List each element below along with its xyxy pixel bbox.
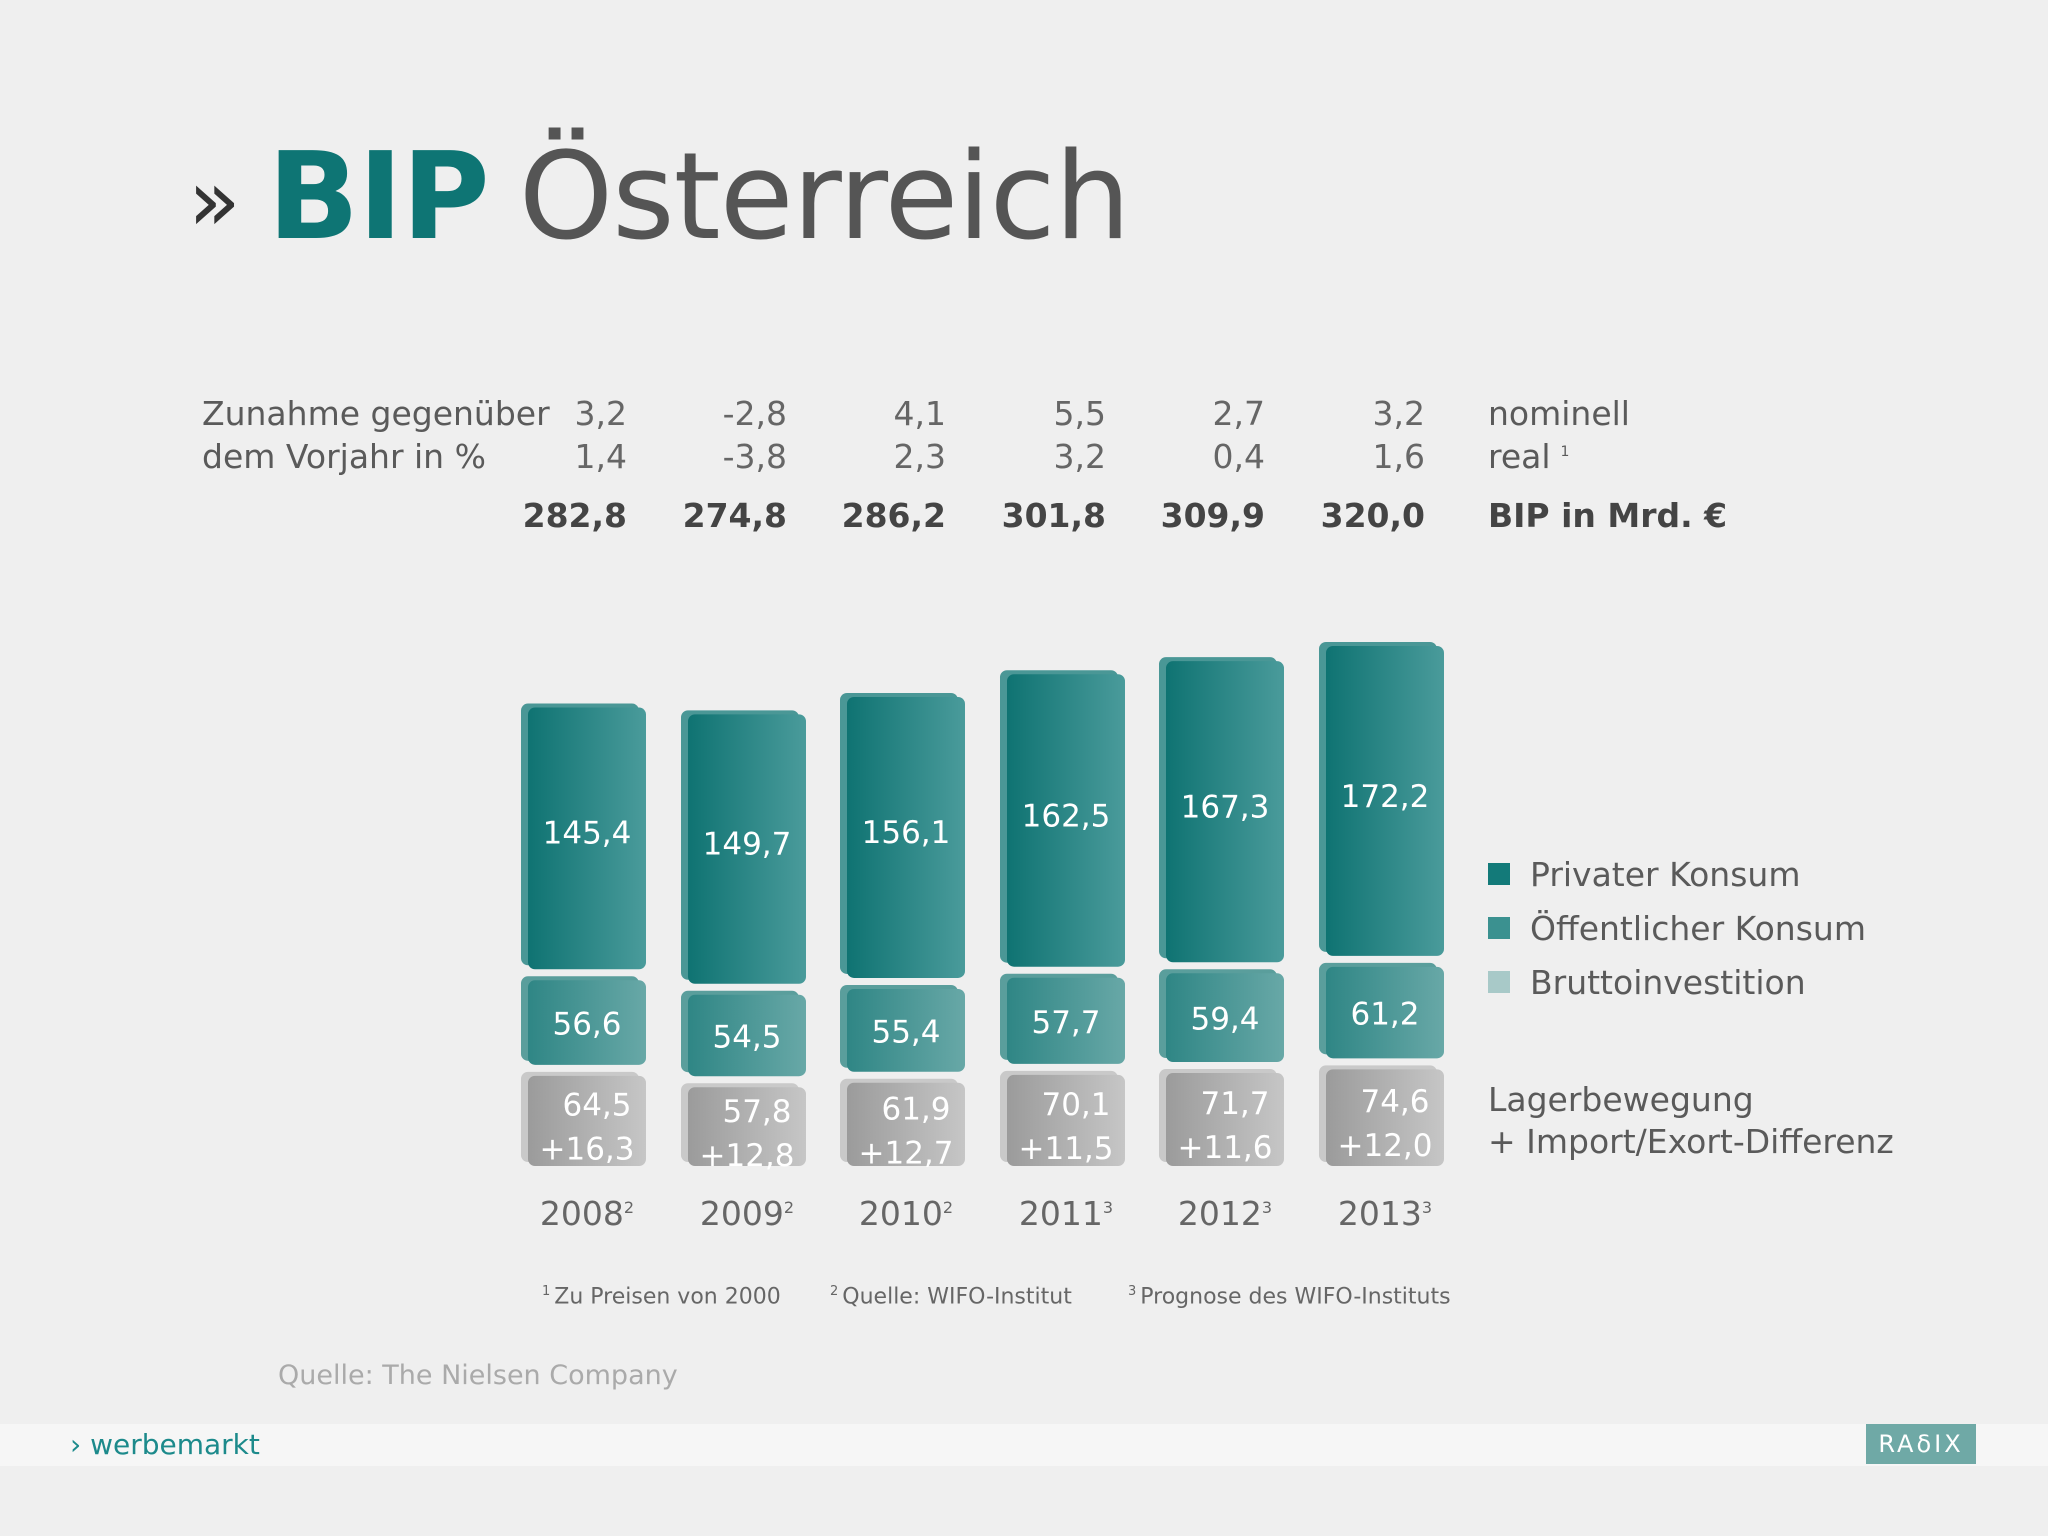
bar-privat-2013 bbox=[1326, 645, 1444, 956]
title-main: BIP bbox=[267, 128, 490, 267]
real-growth-2009: -3,8 bbox=[722, 437, 787, 476]
title-chevron: » bbox=[188, 151, 241, 251]
label-privat-2010: 156,1 bbox=[862, 815, 951, 851]
year-label-2013: 20133 bbox=[1337, 1194, 1433, 1233]
bar-brutto-2012 bbox=[1166, 1073, 1284, 1166]
year-label-2009: 20092 bbox=[699, 1194, 795, 1233]
bip-total-2009: 274,8 bbox=[682, 496, 787, 535]
nominal-growth-2008: 3,2 bbox=[574, 394, 627, 433]
footnote-3: 3 Prognose des WIFO-Instituts bbox=[1128, 1284, 1451, 1310]
bar-oeffentlich-2011 bbox=[1007, 977, 1125, 1064]
bip-total-2011: 301,8 bbox=[1001, 496, 1106, 535]
footnote-2: 2 Quelle: WIFO-Institut bbox=[830, 1284, 1072, 1310]
legend-label-brutto: Bruttoinvestition bbox=[1530, 962, 1806, 1002]
bar-brutto-2009 bbox=[688, 1087, 806, 1166]
label-lager-2008: +16,3 bbox=[540, 1132, 635, 1168]
label-lager-2010: +12,7 bbox=[859, 1135, 954, 1171]
bar-oeffentlich-2012 bbox=[1166, 973, 1284, 1063]
bar-oeffentlich-2009 bbox=[688, 994, 806, 1077]
legend-item-privat: Privater Konsum bbox=[1488, 854, 1800, 894]
bip-label: BIP in Mrd. € bbox=[1488, 496, 1728, 535]
bar-brutto-2010 bbox=[847, 1082, 965, 1166]
label-brutto-2011: 70,1 bbox=[1041, 1087, 1110, 1123]
nominal-growth-2013: 3,2 bbox=[1372, 394, 1425, 433]
bar-privat-2009 bbox=[688, 714, 806, 984]
label-lager-2012: +11,6 bbox=[1178, 1130, 1273, 1166]
footnote-1: 1 Zu Preisen von 2000 bbox=[542, 1284, 781, 1310]
real-growth-2010: 2,3 bbox=[893, 437, 946, 476]
label-oeffentlich-2008: 56,6 bbox=[552, 1007, 621, 1043]
real-label: real 1 bbox=[1488, 437, 1570, 476]
bar-brutto-2011 bbox=[1007, 1074, 1125, 1166]
label-privat-2012: 167,3 bbox=[1181, 790, 1270, 826]
bip-total-2010: 286,2 bbox=[841, 496, 946, 535]
bar-oeffentlich-2008 bbox=[528, 980, 646, 1065]
label-oeffentlich-2013: 61,2 bbox=[1350, 997, 1419, 1033]
label-oeffentlich-2009: 54,5 bbox=[712, 1019, 781, 1055]
nominell-label: nominell bbox=[1488, 394, 1630, 433]
bar-privat-2011 bbox=[1007, 674, 1125, 967]
label-privat-2011: 162,5 bbox=[1022, 798, 1111, 834]
legend-item-brutto: Bruttoinvestition bbox=[1488, 962, 1806, 1002]
label-brutto-2010: 61,9 bbox=[881, 1091, 950, 1127]
page-title: » BIP Österreich bbox=[188, 128, 1131, 267]
nominal-growth-2012: 2,7 bbox=[1212, 394, 1265, 433]
label-privat-2009: 149,7 bbox=[703, 826, 792, 862]
legend-extra-line1: Lagerbewegung bbox=[1488, 1080, 1754, 1119]
label-lager-2013: +12,0 bbox=[1338, 1128, 1433, 1164]
radix-logo: RAδIX bbox=[1866, 1424, 1976, 1464]
label-privat-2008: 145,4 bbox=[543, 816, 632, 852]
source-note: Quelle: The Nielsen Company bbox=[278, 1360, 678, 1391]
bar-privat-2008 bbox=[528, 707, 646, 970]
label-lager-2009: +12,8 bbox=[700, 1138, 795, 1174]
year-label-2008: 20082 bbox=[539, 1194, 635, 1233]
nominal-growth-2010: 4,1 bbox=[893, 394, 946, 433]
legend-label-oeffentlich: Öffentlicher Konsum bbox=[1530, 908, 1866, 948]
legend-swatch-privat bbox=[1488, 863, 1510, 885]
nominal-growth-2011: 5,5 bbox=[1053, 394, 1106, 433]
bip-total-2012: 309,9 bbox=[1160, 496, 1265, 535]
label-brutto-2013: 74,6 bbox=[1360, 1084, 1429, 1120]
year-label-2011: 20113 bbox=[1018, 1194, 1114, 1233]
bar-brutto-2008 bbox=[528, 1075, 646, 1166]
nominal-growth-2009: -2,8 bbox=[722, 394, 787, 433]
legend-label-privat: Privater Konsum bbox=[1530, 854, 1801, 894]
growth-label-line2: dem Vorjahr in % bbox=[202, 437, 486, 476]
bar-oeffentlich-2010 bbox=[847, 988, 965, 1072]
legend-swatch-brutto bbox=[1488, 971, 1510, 993]
real-growth-2011: 3,2 bbox=[1053, 437, 1106, 476]
real-growth-2013: 1,6 bbox=[1372, 437, 1425, 476]
real-growth-2012: 0,4 bbox=[1212, 437, 1265, 476]
label-lager-2011: +11,5 bbox=[1019, 1131, 1114, 1167]
label-brutto-2009: 57,8 bbox=[722, 1094, 791, 1130]
footer-werbemarkt-link[interactable]: › werbemarkt bbox=[70, 1428, 260, 1461]
year-label-2010: 20102 bbox=[858, 1194, 954, 1233]
year-label-2012: 20123 bbox=[1177, 1194, 1273, 1233]
legend-extra-line2: + Import/Exort-Differenz bbox=[1488, 1122, 1894, 1161]
bar-oeffentlich-2013 bbox=[1326, 966, 1444, 1059]
growth-label-line1: Zunahme gegenüber bbox=[202, 394, 550, 433]
bip-total-2013: 320,0 bbox=[1320, 496, 1425, 535]
legend-swatch-oeffentlich bbox=[1488, 917, 1510, 939]
real-growth-2008: 1,4 bbox=[574, 437, 627, 476]
label-privat-2013: 172,2 bbox=[1341, 779, 1430, 815]
label-oeffentlich-2012: 59,4 bbox=[1190, 1002, 1259, 1038]
label-oeffentlich-2010: 55,4 bbox=[871, 1014, 940, 1050]
label-brutto-2012: 71,7 bbox=[1200, 1086, 1269, 1122]
footer-bar bbox=[0, 1424, 2048, 1466]
legend-item-oeffentlich: Öffentlicher Konsum bbox=[1488, 908, 1866, 948]
bip-total-2008: 282,8 bbox=[522, 496, 627, 535]
bar-privat-2012 bbox=[1166, 661, 1284, 963]
bar-privat-2010 bbox=[847, 696, 965, 978]
title-rest: Österreich bbox=[518, 128, 1131, 267]
label-oeffentlich-2011: 57,7 bbox=[1031, 1005, 1100, 1041]
label-brutto-2008: 64,5 bbox=[562, 1088, 631, 1124]
bar-brutto-2013 bbox=[1326, 1069, 1444, 1166]
